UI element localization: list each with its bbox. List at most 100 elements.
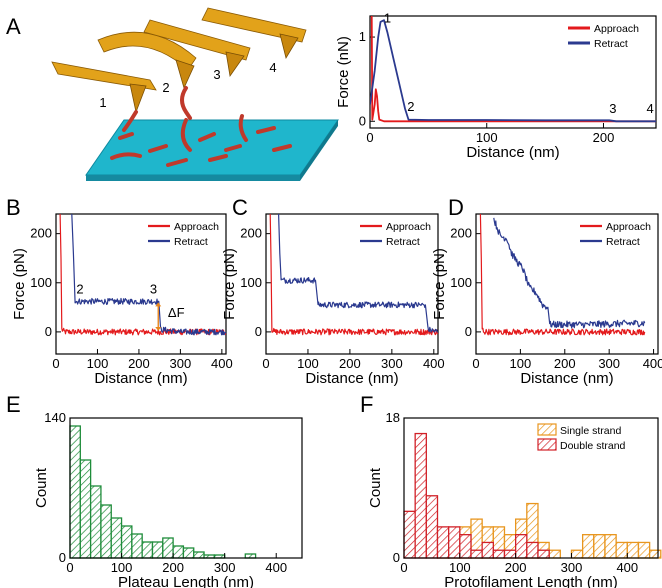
y-axis-label: Count [33, 467, 50, 508]
x-axis-label: Plateau Length (nm) [118, 574, 254, 588]
x-tick-label: 200 [339, 356, 361, 371]
panel-label-a: A [6, 14, 21, 39]
histogram-bar [470, 549, 483, 559]
cantilever-tip-2 [175, 59, 195, 90]
histogram-bar [514, 534, 528, 559]
x-tick-label: 400 [643, 356, 662, 371]
histogram-bar [637, 541, 651, 559]
tip-label-1: 1 [99, 95, 106, 110]
cantilever-1 [51, 61, 157, 91]
x-tick-label: 200 [505, 560, 527, 575]
legend-swatch-double-strand [537, 438, 557, 451]
legend-label-single-strand: Single strand [560, 425, 621, 437]
plot-frame [369, 15, 657, 129]
legend-swatch-single-strand [537, 423, 557, 436]
series-line-retract [493, 217, 646, 329]
histogram-bar [182, 547, 195, 559]
cantilever-tip-4 [279, 33, 299, 60]
plot-frame [69, 417, 303, 559]
x-tick-label: 0 [400, 560, 407, 575]
y-tick-label: 0 [465, 324, 472, 339]
annotation-1: 2 [76, 282, 83, 297]
delta-f-arrowhead-down [155, 326, 162, 331]
cantilever-tip-1 [129, 83, 147, 114]
chart-e: 0 100 200 300 400 0 140 Plateau Length (nm) Coun… [33, 410, 303, 588]
y-tick-label: 0 [59, 550, 66, 565]
x-axis-label: Distance (nm) [305, 370, 398, 387]
x-tick-label: 100 [297, 356, 319, 371]
histogram-bar [425, 495, 439, 559]
y-tick-label: 200 [240, 226, 262, 241]
y-tick-label: 0 [393, 550, 400, 565]
plot-frame [403, 417, 659, 559]
plot-area [479, 214, 646, 336]
x-tick-label: 400 [423, 356, 445, 371]
plot-frame [475, 213, 659, 355]
histogram-bar [593, 534, 606, 559]
panel-label-d: D [448, 195, 464, 220]
x-axis-label: Distance (nm) [94, 370, 187, 387]
histogram-bar [537, 549, 550, 559]
x-tick-label: 100 [510, 356, 532, 371]
histogram-bar [615, 541, 628, 559]
x-tick-label: 0 [366, 130, 373, 145]
histogram-bar [69, 425, 81, 559]
x-tick-label: 300 [170, 356, 192, 371]
x-tick-label: 100 [449, 560, 471, 575]
y-axis-label: Force (pN) [11, 248, 28, 320]
x-tick-label: 0 [472, 356, 479, 371]
y-tick-label: 200 [30, 226, 52, 241]
cantilever-4 [201, 7, 307, 43]
panel-label-c: C [232, 195, 248, 220]
x-tick-label: 200 [554, 356, 576, 371]
y-axis-label: Force (pN) [221, 248, 238, 320]
histogram-bar [193, 551, 205, 559]
panel-label-f: F [360, 392, 373, 417]
cantilever-tip-3 [225, 51, 245, 78]
y-axis-label: Count [367, 467, 384, 508]
attached-filament [122, 110, 138, 132]
y-tick-label: 100 [450, 275, 472, 290]
x-tick-label: 0 [66, 560, 73, 575]
histogram-bar [459, 534, 472, 559]
x-tick-label: 0 [262, 356, 269, 371]
y-tick-label: 18 [386, 410, 400, 425]
histogram-bar [626, 541, 640, 559]
panel-label-b: B [6, 195, 21, 220]
y-tick-label: 200 [450, 226, 472, 241]
histogram-bar [151, 541, 164, 559]
annotation-3: ΔF [168, 305, 185, 320]
x-tick-label: 100 [87, 356, 109, 371]
tip-label-4: 4 [269, 60, 276, 75]
histogram-bar [570, 549, 584, 559]
legend-label-retract: Retract [606, 236, 640, 248]
cantilever-2 [97, 31, 197, 71]
plot-frame [55, 213, 227, 355]
panel-label-e: E [6, 392, 21, 417]
histogram-bar [492, 549, 506, 559]
tip-label-3: 3 [213, 67, 220, 82]
histogram-bar [89, 485, 102, 559]
filament-2 [148, 144, 168, 153]
x-tick-label: 200 [128, 356, 150, 371]
filament-4 [198, 132, 216, 142]
histogram-bar [172, 545, 185, 559]
legend-label-retract: Retract [594, 38, 628, 50]
histogram-bar [503, 549, 517, 559]
y-axis-label: Force (pN) [431, 248, 448, 320]
histogram-bar [581, 534, 595, 559]
legend-label-retract: Retract [386, 236, 420, 248]
x-tick-label: 100 [111, 560, 133, 575]
plot-frame [265, 213, 439, 355]
histogram-bar [436, 526, 450, 559]
histogram-bar [414, 432, 427, 559]
stretched-filament [180, 86, 192, 120]
series-line-approach [479, 214, 646, 336]
x-tick-label: 200 [162, 560, 184, 575]
x-axis-label: Distance (nm) [466, 144, 559, 161]
chart-f: 0 100 200 300 400 0 18 Protofilament Length (nm… [367, 410, 662, 588]
histogram-bar [120, 525, 133, 559]
series-line-approach [269, 214, 438, 336]
filament-3 [166, 158, 188, 167]
